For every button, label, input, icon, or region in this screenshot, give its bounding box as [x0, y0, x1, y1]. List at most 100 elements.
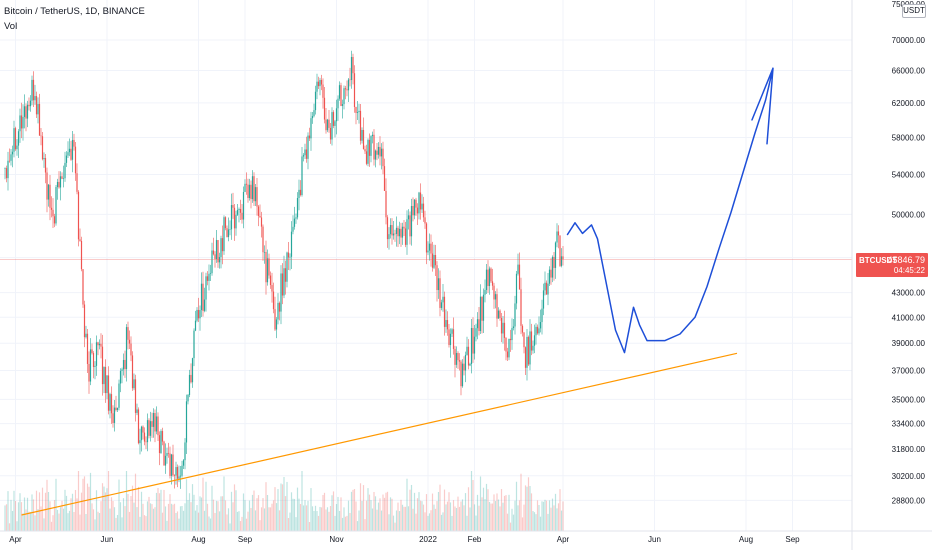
volume-bar	[172, 504, 174, 531]
time-axis[interactable]: Apr Jun Aug Sep Nov 2022 Feb Apr Jun Aug Sep	[9, 535, 800, 544]
candle-body	[176, 467, 179, 479]
volume-bar	[392, 515, 395, 531]
volume-bar	[379, 498, 381, 531]
candle-body	[145, 441, 147, 443]
candle-body	[59, 176, 62, 188]
volume-bar	[436, 501, 438, 531]
candle-body	[461, 363, 464, 387]
volume-bar	[499, 506, 501, 531]
volume-bar	[341, 517, 344, 531]
volume-bar	[553, 505, 555, 531]
candle-body	[476, 319, 479, 329]
candle-body	[284, 268, 287, 282]
volume-bar	[160, 489, 162, 531]
trendline-drawing[interactable]	[21, 352, 738, 516]
volume-bar	[170, 503, 173, 531]
volume-bar	[404, 506, 407, 531]
candle-body	[346, 89, 348, 91]
volume-bar	[364, 519, 366, 531]
candle-body	[491, 281, 494, 286]
candle-body	[515, 273, 518, 304]
volume-bar	[97, 511, 99, 531]
volume-bar	[388, 514, 390, 531]
volume-bar	[304, 500, 306, 531]
volume-bar	[286, 481, 288, 531]
volume-bar	[374, 496, 377, 531]
candle-body	[136, 409, 138, 413]
candle-body	[487, 269, 489, 287]
candle-body	[482, 294, 485, 321]
candle-body	[473, 336, 476, 354]
candle-body	[10, 154, 12, 161]
volume-bar	[551, 498, 554, 531]
candle-body	[113, 407, 116, 423]
projection-drawing[interactable]	[566, 67, 774, 354]
volume-bar	[421, 501, 423, 531]
volume-bar	[296, 487, 299, 531]
volume-bar	[428, 513, 431, 531]
volume-bar	[49, 501, 51, 531]
volume-bar	[478, 505, 480, 531]
candle-body	[25, 106, 27, 119]
volume-bar	[5, 504, 8, 531]
candle-body	[551, 256, 554, 278]
volume-bar	[482, 487, 485, 531]
candle-body	[205, 276, 207, 300]
volume-bar	[53, 500, 56, 531]
candle-body	[508, 338, 510, 358]
volume-bar	[559, 489, 561, 531]
candle-body	[313, 110, 315, 117]
volume-bar	[134, 473, 137, 531]
candle-body	[296, 198, 299, 218]
volume-bar	[389, 497, 392, 531]
price-tick-label: 54000.00	[892, 171, 926, 180]
volume-bar	[259, 520, 261, 531]
volume-legend[interactable]: Vol	[4, 21, 18, 32]
volume-bar	[466, 515, 468, 531]
volume-bar	[76, 498, 78, 531]
candle-body	[173, 475, 176, 476]
candle-body	[203, 299, 206, 311]
volume-bar	[505, 495, 507, 531]
volume-bar	[11, 510, 14, 531]
volume-bar	[242, 493, 245, 531]
volume-bar	[239, 521, 242, 531]
last-price-symbol: BTCUSDT	[859, 256, 898, 265]
candle-body	[389, 225, 392, 235]
candle-body	[140, 426, 143, 441]
volume-bar	[247, 511, 249, 531]
volume-bar	[167, 503, 170, 531]
time-tick-label: Sep	[238, 535, 253, 544]
candle-body	[239, 208, 242, 213]
candle-body	[511, 328, 513, 341]
volume-bar	[146, 501, 149, 531]
symbol-legend[interactable]: Bitcoin / TetherUS, 1D, BINANCE	[4, 6, 145, 17]
candle-body	[439, 278, 441, 308]
volume-bar	[473, 504, 476, 531]
candle-body	[316, 81, 318, 92]
currency-label[interactable]: USDT	[902, 4, 926, 18]
candle-body	[496, 294, 498, 319]
volume-bar	[110, 497, 113, 531]
volume-bar	[188, 493, 191, 531]
candle-body	[494, 294, 497, 300]
volume-bar	[52, 515, 54, 531]
candle-body	[262, 226, 264, 253]
volume-bar	[256, 498, 258, 531]
volume-bar	[265, 482, 267, 531]
volume-bar	[262, 498, 264, 531]
candle-body	[278, 302, 281, 312]
candle-body	[13, 128, 15, 152]
volume-bar	[508, 494, 510, 531]
volume-bar	[199, 496, 201, 531]
candle-body	[110, 394, 113, 414]
volume-bar	[403, 506, 405, 531]
volume-bar	[560, 510, 563, 531]
candle-body	[454, 348, 456, 365]
candle-body	[244, 183, 246, 192]
candle-body	[50, 207, 53, 210]
volume-bar	[25, 509, 27, 531]
volume-bars	[4, 471, 564, 531]
volume-bar	[103, 486, 105, 531]
